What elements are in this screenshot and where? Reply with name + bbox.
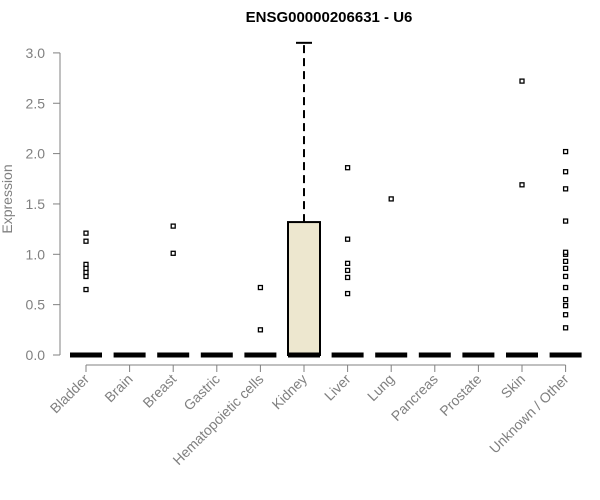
- outlier-point: [562, 258, 569, 264]
- outlier-point: [519, 78, 525, 84]
- outlier-point: [344, 236, 351, 242]
- outlier-point: [344, 165, 351, 171]
- x-tick-label: Liver: [321, 371, 354, 404]
- outlier-point: [562, 325, 569, 331]
- x-tick-label: Kidney: [269, 371, 311, 413]
- y-tick-label: 3.0: [26, 45, 46, 61]
- outlier-point: [519, 182, 525, 188]
- y-tick-label: 1.5: [26, 196, 46, 212]
- box-hematopoietic-cells: [244, 284, 277, 358]
- outlier-point: [562, 249, 569, 255]
- x-tick-label: Prostate: [436, 371, 484, 419]
- outlier-point: [170, 223, 176, 229]
- outlier-point: [562, 148, 569, 155]
- box-body: [287, 221, 321, 356]
- outlier-point: [83, 230, 89, 236]
- outlier-point: [562, 273, 569, 280]
- outlier-point: [83, 238, 89, 244]
- outlier-point: [562, 186, 569, 192]
- outlier-point: [562, 169, 569, 175]
- box-bladder: [70, 230, 102, 358]
- x-tick-label: Unknown / Other: [486, 371, 572, 457]
- x-tick-label: Brain: [101, 371, 135, 405]
- outlier-point: [257, 327, 264, 333]
- plot-area: [70, 41, 582, 358]
- outlier-point: [562, 296, 569, 303]
- outlier-point: [562, 265, 569, 272]
- y-tick-label: 2.0: [26, 146, 46, 162]
- chart-title: ENSG00000206631 - U6: [246, 9, 413, 26]
- box-unknown-other: [549, 148, 582, 358]
- y-tick-label: 0.0: [26, 347, 46, 363]
- outlier-point: [170, 250, 176, 256]
- outlier-point: [83, 261, 89, 268]
- outlier-point: [562, 303, 569, 309]
- outlier-point: [344, 290, 351, 297]
- x-tick-label: Gastric: [180, 371, 223, 414]
- outlier-point: [83, 286, 89, 293]
- x-tick-label: Pancreas: [388, 371, 441, 424]
- x-tick-label: Breast: [139, 371, 179, 411]
- x-tick-label: Bladder: [47, 371, 93, 417]
- outlier-point: [562, 284, 569, 291]
- outlier-point: [344, 274, 351, 281]
- y-axis: 0.0 0.5 1.0 1.5 2.0 2.5 3.0: [26, 45, 61, 363]
- x-tick-label: Skin: [498, 371, 529, 402]
- box-skin: [506, 78, 538, 358]
- outlier-point: [344, 260, 351, 267]
- outlier-point: [562, 312, 569, 318]
- y-tick-label: 1.0: [26, 246, 46, 262]
- box-lung: [375, 196, 408, 358]
- outlier-point: [344, 267, 351, 274]
- outlier-point: [388, 196, 394, 202]
- box-kidney: [287, 41, 321, 358]
- x-tick-label: Lung: [364, 371, 397, 404]
- y-axis-title: Expression: [0, 164, 15, 233]
- outlier-point: [257, 284, 264, 291]
- box-breast: [157, 223, 190, 358]
- box-liver: [331, 165, 364, 358]
- outlier-point: [562, 218, 569, 224]
- y-tick-label: 2.5: [26, 95, 46, 111]
- y-tick-label: 0.5: [26, 297, 46, 313]
